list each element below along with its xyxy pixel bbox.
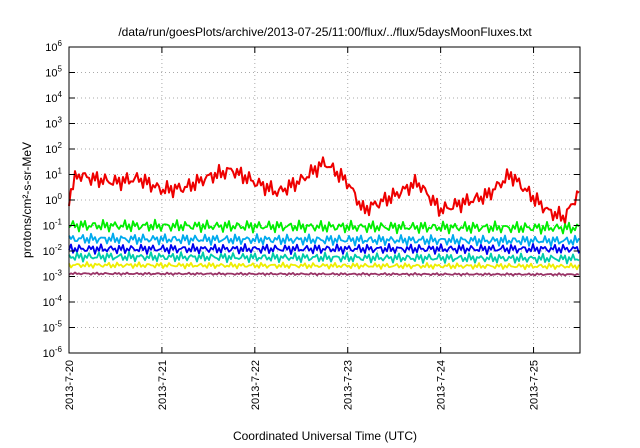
x-tick-label: 2013-7-21 xyxy=(157,360,169,410)
y-tick-label: 10-2 xyxy=(43,243,63,258)
series-line xyxy=(68,218,580,235)
series-line xyxy=(68,243,580,255)
series-line xyxy=(68,232,580,248)
y-tick-label: 100 xyxy=(45,192,62,207)
y-tick-label: 10-6 xyxy=(43,345,63,360)
y-tick-label: 101 xyxy=(45,167,62,182)
y-axis-label: protons/cm²-s-sr-MeV xyxy=(20,142,34,258)
y-tick-label: 103 xyxy=(45,116,62,131)
y-tick-label: 10-3 xyxy=(43,269,63,284)
y-tick-label: 106 xyxy=(45,39,62,54)
y-tick-label: 104 xyxy=(45,90,62,105)
series-line xyxy=(68,251,580,265)
y-tick-label: 105 xyxy=(45,65,62,80)
series-line xyxy=(68,261,580,271)
x-axis-label: Coordinated Universal Time (UTC) xyxy=(233,429,417,443)
x-tick-label: 2013-7-22 xyxy=(250,360,262,410)
grid xyxy=(69,47,580,353)
y-tick-label: 10-5 xyxy=(43,320,63,335)
x-tick-label: 2013-7-20 xyxy=(64,360,76,410)
axis-ticks: 10-6 10-5 10-4 10-3 10-2 10-1 100 101 102 103 104 1… xyxy=(43,39,580,410)
y-tick-label: 10-1 xyxy=(43,218,63,233)
series-line xyxy=(68,156,580,225)
x-tick-label: 2013-7-25 xyxy=(529,360,541,410)
chart-title: /data/run/goesPlots/archive/2013-07-25/1… xyxy=(118,25,532,39)
series-line xyxy=(68,271,580,277)
series-group xyxy=(68,156,580,277)
x-tick-label: 2013-7-24 xyxy=(436,360,448,410)
x-tick-label: 2013-7-23 xyxy=(343,360,355,410)
y-tick-label: 102 xyxy=(45,141,62,156)
y-tick-label: 10-4 xyxy=(43,294,63,309)
